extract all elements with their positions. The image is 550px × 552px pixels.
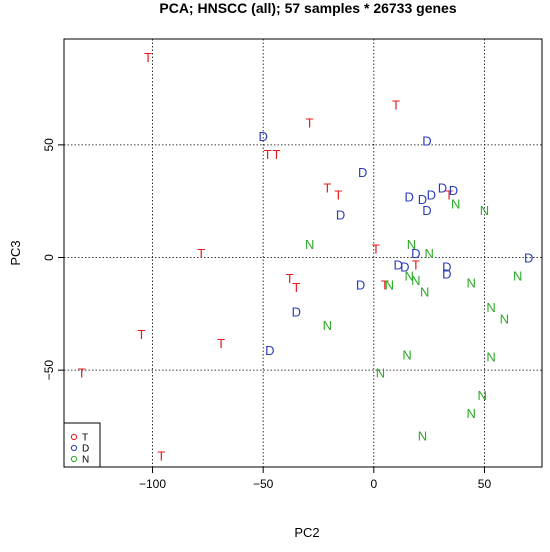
point-n: N	[402, 347, 411, 362]
x-tick-label: 50	[478, 477, 492, 491]
point-t: T	[381, 278, 389, 293]
legend-label-n: N	[82, 455, 89, 466]
point-n: N	[407, 237, 416, 252]
point-n: N	[411, 273, 420, 288]
point-n: N	[323, 318, 332, 333]
point-d: D	[438, 181, 447, 196]
point-n: N	[451, 196, 460, 211]
point-n: N	[418, 428, 427, 443]
y-tick-label: 0	[42, 254, 56, 261]
point-t: T	[157, 449, 165, 464]
point-d: D	[442, 266, 451, 281]
point-n: N	[500, 311, 509, 326]
point-t: T	[272, 147, 280, 162]
point-n: N	[424, 246, 433, 261]
point-d: D	[427, 187, 436, 202]
point-t: T	[292, 280, 300, 295]
point-n: N	[478, 388, 487, 403]
point-d: D	[258, 129, 267, 144]
point-n: N	[376, 365, 385, 380]
chart-title: PCA; HNSCC (all); 57 samples * 26733 gen…	[159, 0, 456, 16]
point-t: T	[392, 97, 400, 112]
legend-marker-n	[70, 455, 78, 463]
point-d: D	[400, 260, 409, 275]
point-n: N	[466, 275, 475, 290]
point-d: D	[265, 343, 274, 358]
point-n: N	[466, 406, 475, 421]
point-t: T	[323, 181, 331, 196]
point-n: N	[486, 300, 495, 315]
legend-label-d: D	[82, 444, 89, 455]
legend: TDN	[63, 422, 101, 468]
point-d: D	[292, 305, 301, 320]
point-d: D	[442, 260, 451, 275]
point-t: T	[137, 327, 145, 342]
point-t: T	[286, 271, 294, 286]
point-t: T	[264, 147, 272, 162]
point-n: N	[486, 350, 495, 365]
point-d: D	[411, 246, 420, 261]
x-axis-label: PC2	[294, 525, 319, 540]
legend-marker-t	[70, 433, 78, 441]
point-n: N	[420, 284, 429, 299]
point-t: T	[144, 50, 152, 65]
point-t: T	[372, 241, 380, 256]
point-n: N	[305, 237, 314, 252]
point-d: D	[356, 278, 365, 293]
point-t: T	[334, 187, 342, 202]
x-axis: −100 −50 0 50	[139, 467, 491, 491]
legend-marker-d	[70, 444, 78, 452]
x-tick-label: −50	[253, 477, 274, 491]
point-n: N	[480, 203, 489, 218]
point-t: T	[217, 336, 225, 351]
point-n: N	[385, 278, 394, 293]
point-t: T	[445, 187, 453, 202]
point-t: T	[78, 365, 86, 380]
legend-box	[63, 422, 101, 468]
point-t: T	[412, 257, 420, 272]
y-axis: −50 0 50	[42, 138, 64, 380]
point-d: D	[422, 203, 431, 218]
x-tick-label: 0	[370, 477, 377, 491]
point-d: D	[524, 251, 533, 266]
point-d: D	[336, 208, 345, 223]
point-n: N	[405, 269, 414, 284]
y-axis-label: PC3	[8, 240, 23, 265]
point-d: D	[422, 133, 431, 148]
point-d: D	[449, 183, 458, 198]
grid-lines	[64, 39, 542, 467]
point-t: T	[197, 246, 205, 261]
point-t: T	[306, 115, 314, 130]
point-d: D	[358, 165, 367, 180]
point-n: N	[513, 269, 522, 284]
y-tick-label: −50	[42, 360, 56, 381]
point-d: D	[418, 192, 427, 207]
plot-frame	[63, 38, 543, 468]
x-tick-label: −100	[139, 477, 166, 491]
legend-label-t: T	[82, 433, 88, 444]
point-d: D	[405, 190, 414, 205]
y-tick-label: 50	[42, 138, 56, 152]
point-d: D	[393, 257, 402, 272]
